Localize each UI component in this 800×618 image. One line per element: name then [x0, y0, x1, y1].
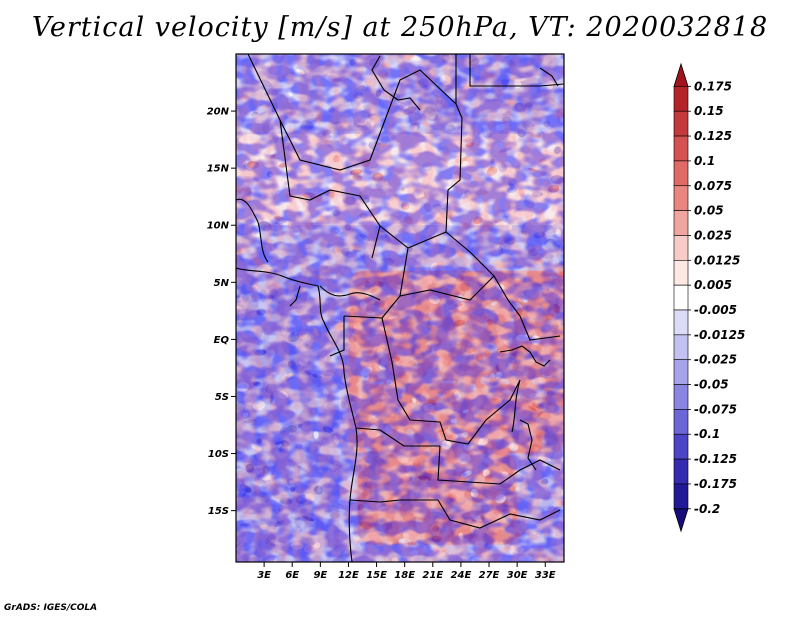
- colorbar-swatch: [673, 309, 689, 336]
- colorbar-label: -0.005: [694, 303, 737, 317]
- y-tick-label: 15N: [207, 164, 230, 175]
- colorbar-label: 0.0125: [694, 253, 740, 267]
- colorbar-label: -0.175: [694, 477, 737, 491]
- colorbar-label: -0.2: [694, 502, 720, 516]
- x-tick-label: 24E: [451, 570, 472, 581]
- colorbar-swatch: [673, 260, 689, 286]
- colorbar-bottom-arrow: [673, 508, 689, 533]
- colorbar-label: -0.075: [694, 402, 737, 416]
- colorbar-swatch: [673, 334, 689, 360]
- colorbar-label: 0.005: [694, 278, 732, 292]
- y-tick-label: 10S: [208, 449, 229, 460]
- colorbar-top-arrow: [673, 62, 689, 87]
- colorbar-swatch: [673, 409, 689, 435]
- colorbar-swatch: [673, 359, 689, 385]
- colorbar-label: -0.025: [694, 353, 737, 367]
- x-tick-label: 3E: [257, 570, 271, 581]
- y-tick-label: 15S: [208, 506, 229, 517]
- colorbar-label: 0.1: [694, 154, 715, 168]
- grads-credit: GrADS: IGES/COLA: [4, 603, 98, 613]
- x-tick-label: 15E: [366, 570, 387, 581]
- x-tick-label: 9E: [313, 570, 327, 581]
- colorbar-swatch: [673, 210, 689, 236]
- y-tick-label: 5N: [214, 278, 230, 289]
- x-tick-label: 18E: [394, 570, 415, 581]
- colorbar-swatch: [673, 135, 689, 162]
- x-tick-label: 6E: [285, 570, 299, 581]
- map-boundaries: [236, 54, 564, 562]
- colorbar-swatch: [673, 284, 689, 311]
- colorbar-swatch: [673, 458, 689, 485]
- chart-title: Vertical velocity [m/s] at 250hPa, VT: 2…: [31, 12, 769, 43]
- colorbar-swatch: [673, 235, 689, 261]
- x-tick-label: 30E: [507, 570, 528, 581]
- heatmap-field: [236, 54, 564, 562]
- colorbar-swatch: [673, 384, 689, 410]
- colorbar-label: 0.175: [694, 79, 732, 93]
- colorbar-swatch: [673, 185, 689, 211]
- colorbar-swatch: [673, 483, 689, 510]
- colorbar-swatch: [673, 160, 689, 187]
- colorbar-label: -0.1: [694, 427, 720, 441]
- y-tick-label: 5S: [215, 392, 229, 403]
- x-tick-label: 27E: [479, 570, 500, 581]
- colorbar-label: 0.075: [694, 179, 732, 193]
- colorbar-label: -0.05: [694, 378, 729, 392]
- y-tick-label: 10N: [207, 221, 230, 232]
- x-tick-label: 21E: [422, 570, 443, 581]
- colorbar-label: -0.0125: [694, 328, 745, 342]
- colorbar-label: 0.125: [694, 129, 732, 143]
- colorbar: 0.175 0.15 0.125 0.1 0.075 0.05 0.025 0.0125 0.0…: [673, 62, 745, 533]
- colorbar-label: -0.125: [694, 452, 737, 466]
- x-tick-label: 33E: [535, 570, 556, 581]
- colorbar-label: 0.15: [694, 104, 724, 118]
- colorbar-label: 0.025: [694, 228, 732, 242]
- plot-frame: [235, 53, 565, 563]
- colorbar-label: 0.05: [694, 204, 724, 218]
- colorbar-swatch: [673, 433, 689, 460]
- y-tick-label: EQ: [214, 335, 230, 346]
- y-tick-label: 20N: [207, 107, 230, 118]
- x-tick-label: 12E: [338, 570, 359, 581]
- colorbar-swatch: [673, 86, 689, 112]
- colorbar-swatch: [673, 110, 689, 137]
